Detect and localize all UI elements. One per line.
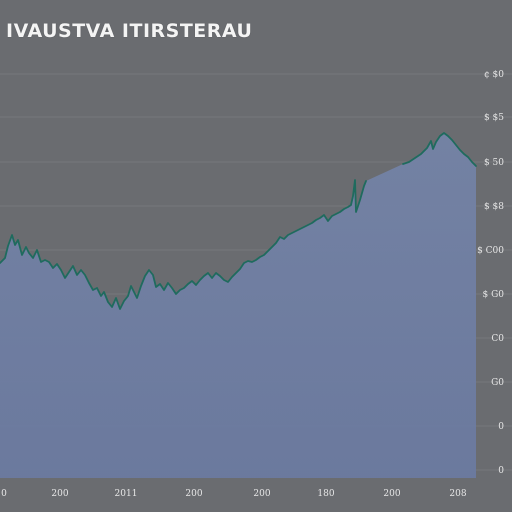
y-tick-label: $ G0 <box>482 290 504 300</box>
x-tick-label: 208 <box>449 489 466 499</box>
y-tick-label: G0 <box>491 378 504 388</box>
chart-title: IVAUSTVA ITIRSTERAU <box>6 20 253 42</box>
x-tick-label: 2011 <box>115 489 138 499</box>
x-tick-label: 200 <box>185 489 202 499</box>
y-tick-label: 0 <box>498 422 504 432</box>
x-tick-label: 0 <box>1 489 7 499</box>
series-line-segment-1 <box>402 132 477 167</box>
series-line-segment-0 <box>0 179 367 310</box>
y-tick-label: $ $8 <box>484 202 504 212</box>
y-tick-label: $ C00 <box>477 246 504 256</box>
series-area <box>0 133 476 478</box>
y-tick-label: C0 <box>491 334 504 344</box>
y-tick-label: 0 <box>498 466 504 476</box>
y-tick-label: $ $5 <box>484 113 504 123</box>
y-tick-label: ¢ $0 <box>484 70 504 80</box>
y-tick-label: $ 50 <box>484 158 504 168</box>
x-tick-label: 200 <box>383 489 400 499</box>
x-tick-label: 180 <box>317 489 334 499</box>
x-tick-label: 200 <box>51 489 68 499</box>
x-tick-label: 200 <box>253 489 270 499</box>
